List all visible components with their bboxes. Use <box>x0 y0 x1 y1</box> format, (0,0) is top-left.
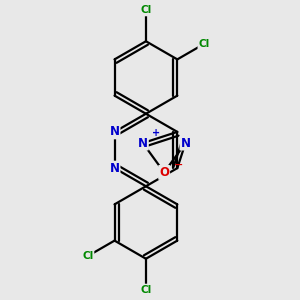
Text: Cl: Cl <box>140 284 152 295</box>
Text: Cl: Cl <box>140 5 152 16</box>
Text: +: + <box>152 128 160 138</box>
Text: N: N <box>138 136 148 150</box>
Text: N: N <box>181 136 190 150</box>
Text: N: N <box>110 125 119 138</box>
Text: −: − <box>174 160 183 170</box>
Text: N: N <box>110 162 119 175</box>
Text: Cl: Cl <box>198 39 210 49</box>
Text: O: O <box>159 166 169 179</box>
Text: Cl: Cl <box>82 251 94 261</box>
